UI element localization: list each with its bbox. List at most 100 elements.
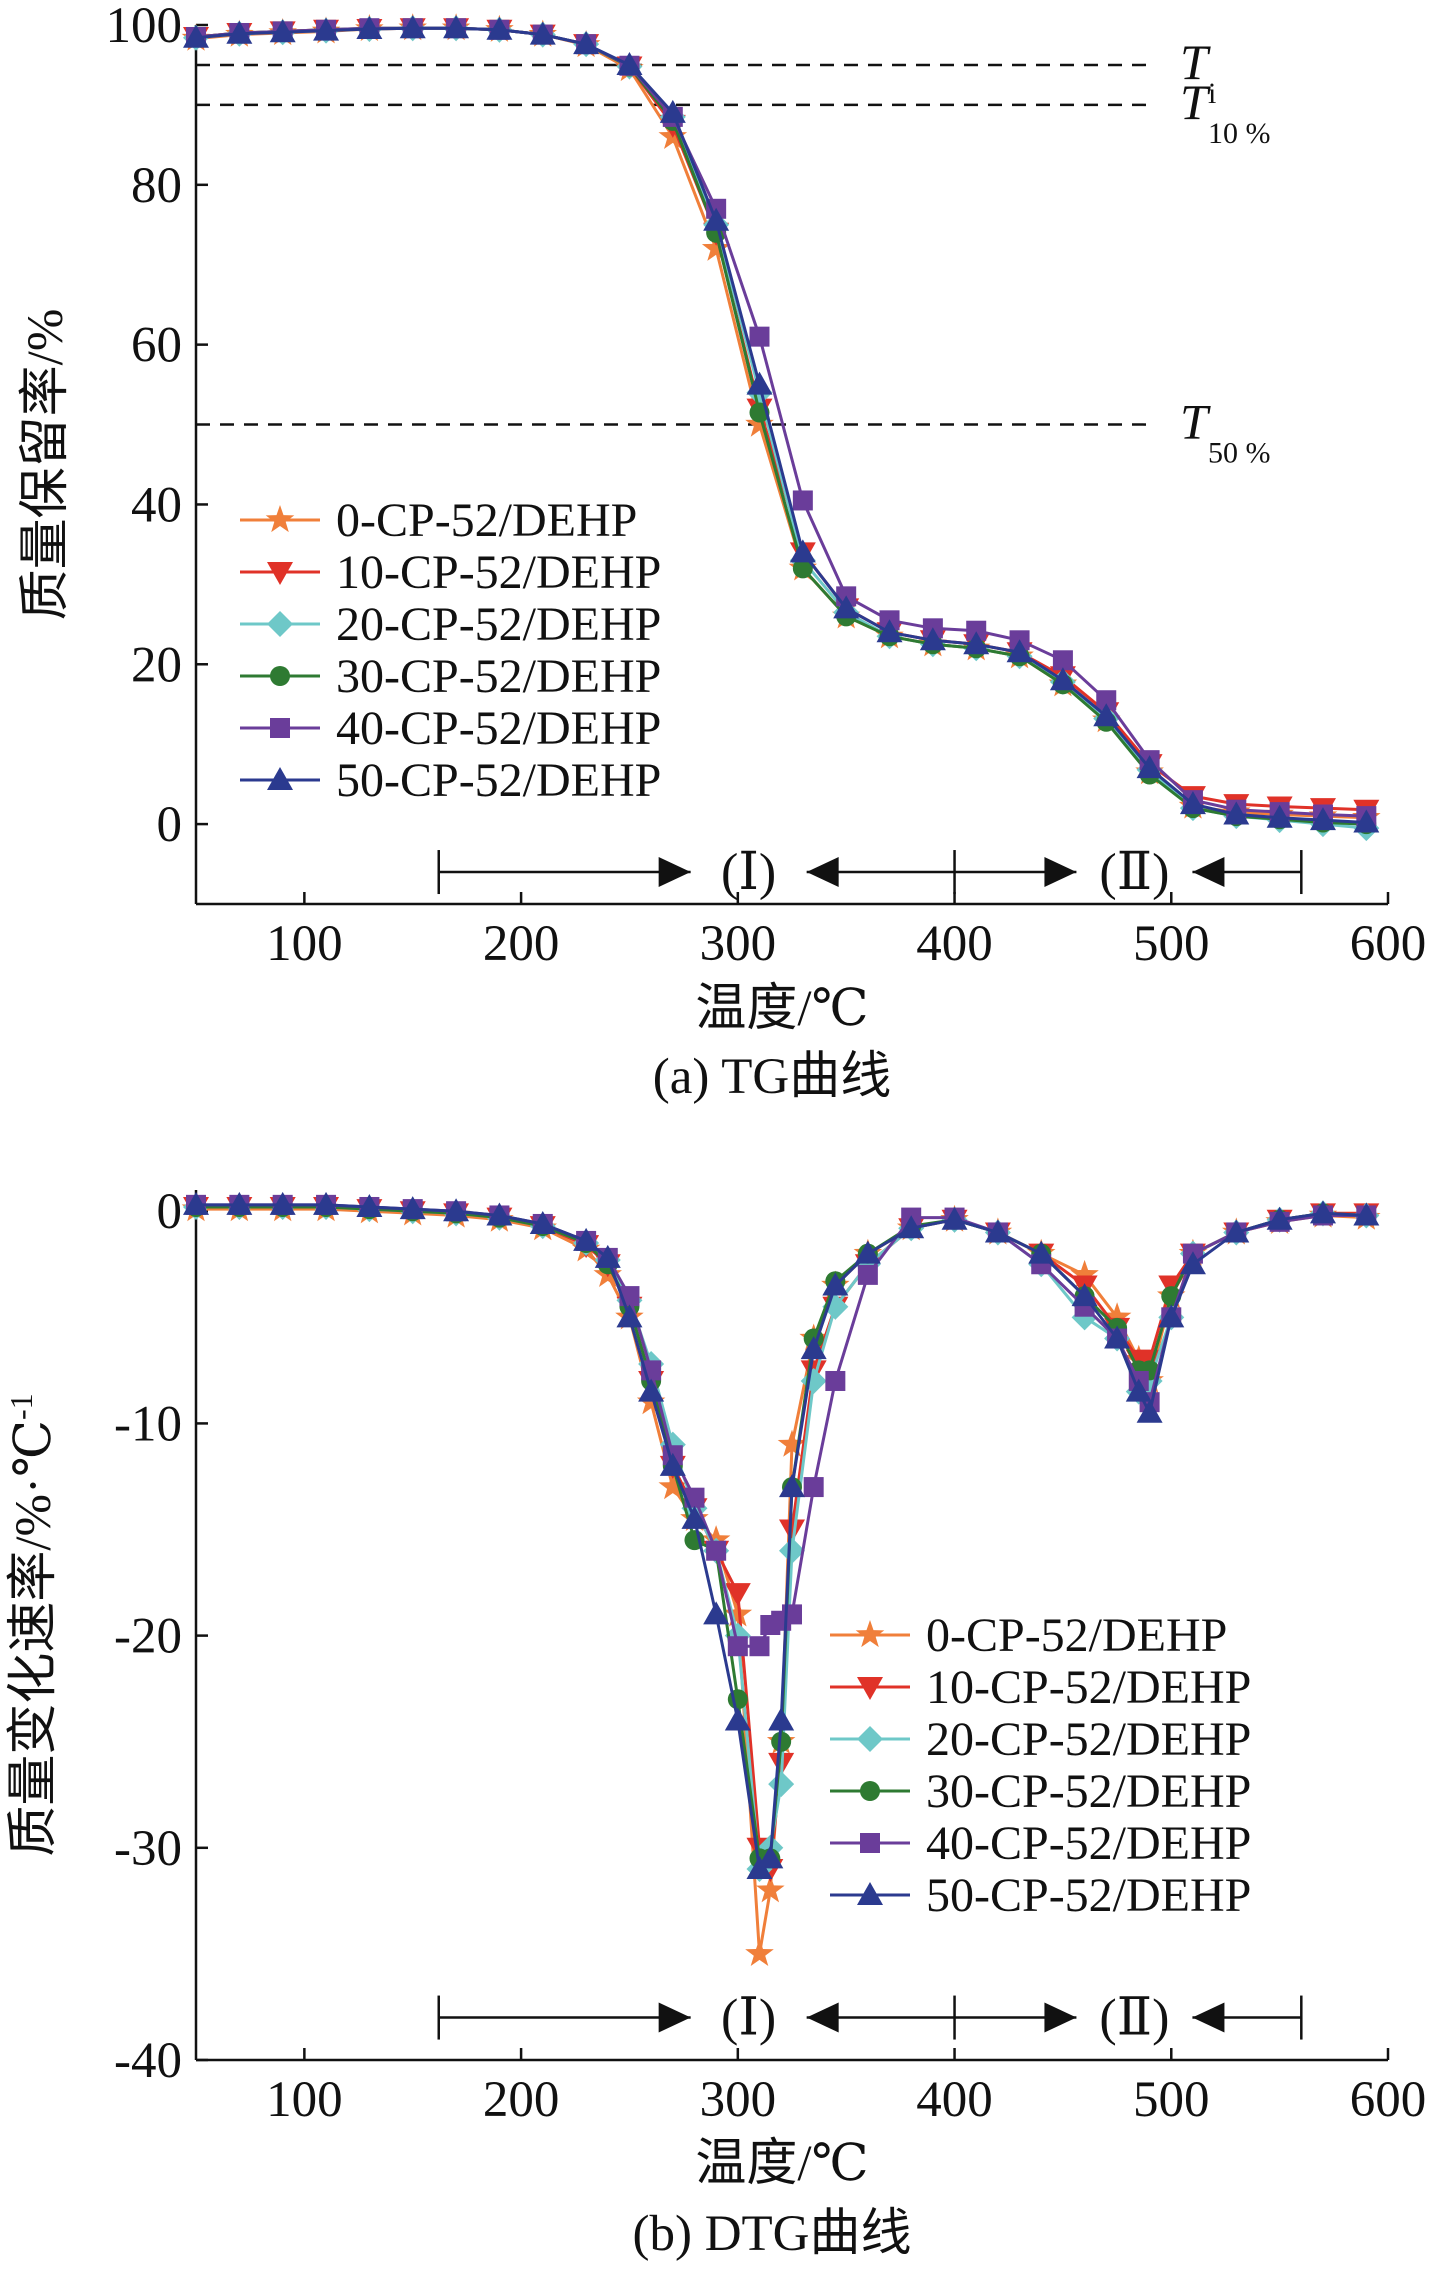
dtg-data-point: [768, 1771, 795, 1798]
tg-data-point: [1223, 801, 1250, 825]
dtg-data-point: [659, 1452, 686, 1476]
tg-x-tick-label: 600: [1350, 916, 1427, 972]
dtg-legend-label: 50-CP-52/DEHP: [926, 1869, 1251, 1922]
dtg-stage-arrowhead: [1044, 2002, 1077, 2033]
tg-legend-marker: [267, 767, 293, 790]
dtg-stage-label-1: (Ⅰ): [721, 1990, 776, 2047]
dtg-data-point: [803, 1477, 824, 1498]
dtg-x-tick-label: 200: [483, 2072, 560, 2128]
tg-data-point: [745, 409, 774, 437]
dtg-data-point: [226, 1191, 253, 1215]
tg-data-point: [269, 19, 296, 43]
dtg-data-point: [594, 1244, 621, 1268]
tg-legend-label: 30-CP-52/DEHP: [336, 650, 661, 703]
tg-data-point: [919, 627, 946, 651]
tg-stage-arrowhead: [658, 857, 691, 888]
dtg-data-point: [768, 1707, 795, 1731]
dtg-stage-arrowhead: [658, 2002, 691, 2033]
dtg-data-point: [1353, 1202, 1380, 1226]
tg-stage-arrowhead: [1192, 857, 1225, 888]
dtg-data-point: [529, 1210, 556, 1234]
tg-data-point: [443, 15, 470, 39]
tg-legend-label: 0-CP-52/DEHP: [336, 494, 637, 547]
dtg-data-point: [1102, 1302, 1132, 1330]
dtg-data-point: [1028, 1240, 1055, 1264]
tg-data-point: [1353, 809, 1380, 833]
tg-x-tick-label: 400: [916, 916, 993, 972]
dtg-data-point: [443, 1198, 470, 1222]
tg-data-point: [789, 539, 816, 563]
tg-data-point: [966, 620, 987, 641]
tg-ref-sub: i: [1208, 77, 1216, 110]
dtg-legend-marker: [857, 1726, 883, 1752]
dtg-data-point: [703, 1601, 730, 1625]
dtg-data-point: [1071, 1283, 1098, 1307]
tg-stage-label-1: (Ⅰ): [721, 844, 776, 901]
tg-data-point: [746, 371, 773, 395]
tg-legend-marker: [265, 505, 295, 533]
dtg-x-tick-label: 300: [700, 2072, 777, 2128]
dtg-y-axis-title: 质量变化速率/%·℃-1: [3, 1393, 62, 1856]
dtg-data-point: [1104, 1325, 1131, 1349]
dtg-data-point: [1136, 1399, 1163, 1423]
dtg-data-point: [638, 1378, 665, 1402]
dtg-x-tick-label: 100: [266, 2072, 343, 2128]
tg-x-tick-label: 300: [700, 916, 777, 972]
dtg-data-point: [1125, 1378, 1152, 1402]
tg-data-point: [1049, 667, 1076, 691]
dtg-data-point: [486, 1202, 513, 1226]
tg-ref-label: T: [1180, 74, 1211, 130]
tg-data-point: [749, 326, 770, 347]
tg-legend-marker: [267, 562, 293, 585]
tg-series-line: [195, 26, 1367, 824]
dtg-legend-label: 40-CP-52/DEHP: [926, 1817, 1251, 1870]
tg-caption: (a) TG曲线: [653, 1049, 891, 1105]
tg-legend-label: 40-CP-52/DEHP: [336, 702, 661, 755]
tg-ref-label: T: [1180, 394, 1211, 450]
dtg-data-point: [1158, 1304, 1185, 1328]
dtg-data-point: [1309, 1200, 1336, 1224]
dtg-data-point: [269, 1191, 296, 1215]
tg-legend: 0-CP-52/DEHP10-CP-52/DEHP20-CP-52/DEHP30…: [240, 494, 661, 807]
tg-data-point: [659, 99, 686, 123]
dtg-legend-marker: [860, 1781, 880, 1801]
tg-data-point: [616, 51, 643, 75]
tg-data-point: [833, 595, 860, 619]
dtg-data-point: [313, 1191, 340, 1215]
tg-data-point: [1136, 755, 1163, 779]
tg-data-point: [183, 24, 209, 48]
dtg-x-axis-title: 温度/℃: [695, 2136, 868, 2192]
dtg-data-point: [724, 1707, 751, 1731]
tg-data-point: [356, 15, 383, 39]
tg-y-tick-label: 60: [131, 318, 182, 374]
dtg-data-point: [183, 1191, 209, 1215]
tg-data-point: [486, 16, 513, 40]
dtg-data-point: [573, 1227, 600, 1251]
dtg-data-point: [779, 1519, 805, 1543]
dtg-stage-label-2: (Ⅱ): [1099, 1990, 1169, 2047]
dtg-data-point: [658, 1472, 688, 1500]
dtg-data-point: [1266, 1206, 1293, 1230]
tg-y-tick-label: 40: [131, 477, 182, 533]
dtg-x-tick-label: 400: [916, 2072, 993, 2128]
dtg-data-point: [825, 1370, 846, 1391]
dtg-legend-label: 30-CP-52/DEHP: [926, 1765, 1251, 1818]
tg-data-point: [399, 15, 426, 39]
tg-stage-arrowhead: [1044, 857, 1077, 888]
tg-ref-sub: 50 %: [1208, 437, 1271, 470]
tg-legend-label: 20-CP-52/DEHP: [336, 598, 661, 651]
tg-data-point: [703, 207, 730, 231]
tg-data-point: [963, 631, 990, 655]
tg-data-point: [1096, 690, 1117, 711]
dtg-data-point: [724, 1583, 751, 1607]
tg-legend-label: 50-CP-52/DEHP: [336, 754, 661, 807]
dtg-legend: 0-CP-52/DEHP10-CP-52/DEHP20-CP-52/DEHP30…: [830, 1609, 1251, 1922]
dtg-data-point: [822, 1272, 849, 1296]
dtg-y-tick-label: -10: [114, 1396, 182, 1452]
tg-data-point: [1052, 650, 1073, 671]
tg-data-point: [1266, 804, 1293, 828]
tg-data-point: [792, 490, 813, 511]
tg-ref-sub: 10 %: [1208, 117, 1271, 150]
dtg-legend-label: 10-CP-52/DEHP: [926, 1661, 1251, 1714]
